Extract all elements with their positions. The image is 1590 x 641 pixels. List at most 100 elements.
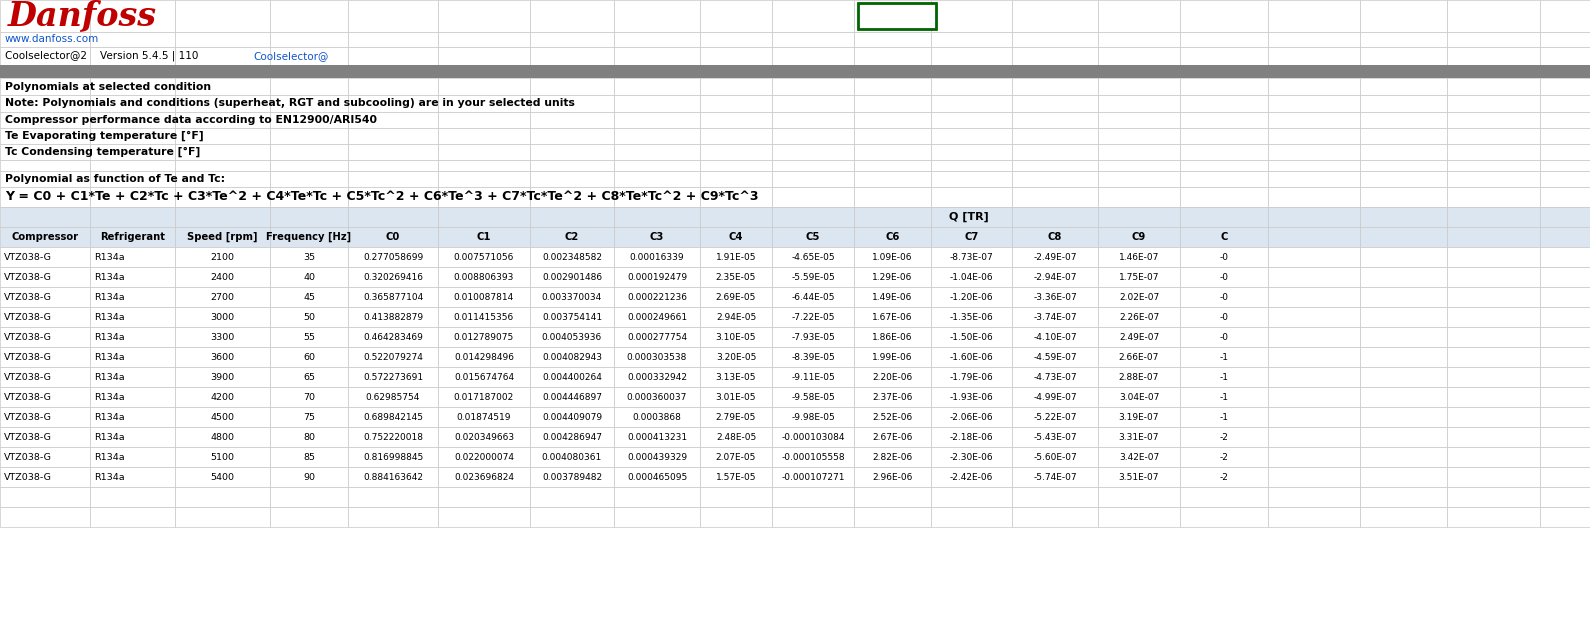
Bar <box>700 187 773 207</box>
Bar <box>614 187 700 207</box>
Bar <box>348 327 437 347</box>
Bar <box>932 128 1011 144</box>
Bar <box>0 171 91 187</box>
Text: VTZ038-G: VTZ038-G <box>5 353 52 362</box>
Bar <box>1447 347 1541 367</box>
Bar <box>437 187 529 207</box>
Bar <box>348 347 437 367</box>
Bar <box>0 467 91 487</box>
Bar <box>700 367 773 387</box>
Bar <box>1359 307 1447 327</box>
Bar <box>1099 0 1180 32</box>
Bar <box>1011 247 1099 267</box>
Text: 0.023696824: 0.023696824 <box>455 472 514 481</box>
Bar <box>1447 187 1541 207</box>
Bar <box>932 387 1011 407</box>
Bar <box>1267 171 1359 187</box>
Bar <box>1541 128 1590 144</box>
Text: 2.88E-07: 2.88E-07 <box>1119 372 1159 381</box>
Bar <box>1180 247 1267 267</box>
Bar <box>614 0 700 32</box>
Bar <box>932 367 1011 387</box>
Text: C: C <box>1220 232 1227 242</box>
Bar <box>773 32 854 47</box>
Bar <box>854 32 932 47</box>
Bar <box>437 347 529 367</box>
Bar <box>1267 287 1359 307</box>
Bar <box>437 267 529 287</box>
Bar <box>0 144 91 160</box>
Text: 3.51E-07: 3.51E-07 <box>1119 472 1159 481</box>
Bar <box>0 32 91 47</box>
Bar <box>529 227 614 247</box>
Bar <box>270 171 348 187</box>
Bar <box>348 227 437 247</box>
Bar <box>700 507 773 527</box>
Text: 1.91E-05: 1.91E-05 <box>716 253 757 262</box>
Bar <box>1011 407 1099 427</box>
Bar <box>0 287 91 307</box>
Text: 1.86E-06: 1.86E-06 <box>873 333 913 342</box>
Text: VTZ038-G: VTZ038-G <box>5 253 52 262</box>
Bar <box>1011 95 1099 112</box>
Bar <box>1011 112 1099 128</box>
Text: -1.35E-06: -1.35E-06 <box>949 313 994 322</box>
Bar <box>0 407 91 427</box>
Bar <box>854 487 932 507</box>
Bar <box>348 307 437 327</box>
Bar <box>175 112 270 128</box>
Text: 0.022000074: 0.022000074 <box>455 453 514 462</box>
Bar <box>859 3 937 29</box>
Text: 0.62985754: 0.62985754 <box>366 392 420 401</box>
Bar <box>1180 447 1267 467</box>
Text: -0.000103084: -0.000103084 <box>781 433 844 442</box>
Text: 0.003789482: 0.003789482 <box>542 472 603 481</box>
Text: 35: 35 <box>304 253 315 262</box>
Text: 60: 60 <box>304 353 315 362</box>
Bar <box>1267 487 1359 507</box>
Bar <box>1099 267 1180 287</box>
Text: -0: -0 <box>1220 253 1229 262</box>
Bar <box>932 0 1011 32</box>
Bar <box>1180 171 1267 187</box>
Bar <box>1541 467 1590 487</box>
Text: 2.49E-07: 2.49E-07 <box>1119 333 1159 342</box>
Bar <box>614 95 700 112</box>
Bar <box>1011 387 1099 407</box>
Bar <box>1011 347 1099 367</box>
Bar <box>700 160 773 171</box>
Bar <box>1541 95 1590 112</box>
Bar <box>932 427 1011 447</box>
Bar <box>91 387 175 407</box>
Bar <box>1099 144 1180 160</box>
Bar <box>1541 307 1590 327</box>
Bar <box>1099 487 1180 507</box>
Bar <box>773 447 854 467</box>
Text: -4.73E-07: -4.73E-07 <box>1034 372 1076 381</box>
Bar <box>529 327 614 347</box>
Bar <box>700 112 773 128</box>
Bar <box>348 47 437 65</box>
Bar <box>0 507 91 527</box>
Text: R134a: R134a <box>94 292 124 301</box>
Bar <box>1447 207 1541 227</box>
Bar <box>1541 144 1590 160</box>
Bar <box>1359 47 1447 65</box>
Bar <box>0 95 91 112</box>
Text: 4800: 4800 <box>210 433 234 442</box>
Bar <box>1359 227 1447 247</box>
Text: -0: -0 <box>1220 272 1229 281</box>
Bar <box>529 427 614 447</box>
Bar <box>1267 112 1359 128</box>
Bar <box>1099 327 1180 347</box>
Bar <box>773 307 854 327</box>
Bar <box>529 112 614 128</box>
Text: Speed [rpm]: Speed [rpm] <box>188 232 258 242</box>
Bar <box>175 487 270 507</box>
Bar <box>1359 171 1447 187</box>
Bar <box>529 447 614 467</box>
Bar <box>0 207 91 227</box>
Text: -0.000105558: -0.000105558 <box>781 453 844 462</box>
Text: R134a: R134a <box>94 413 124 422</box>
Bar <box>0 307 91 327</box>
